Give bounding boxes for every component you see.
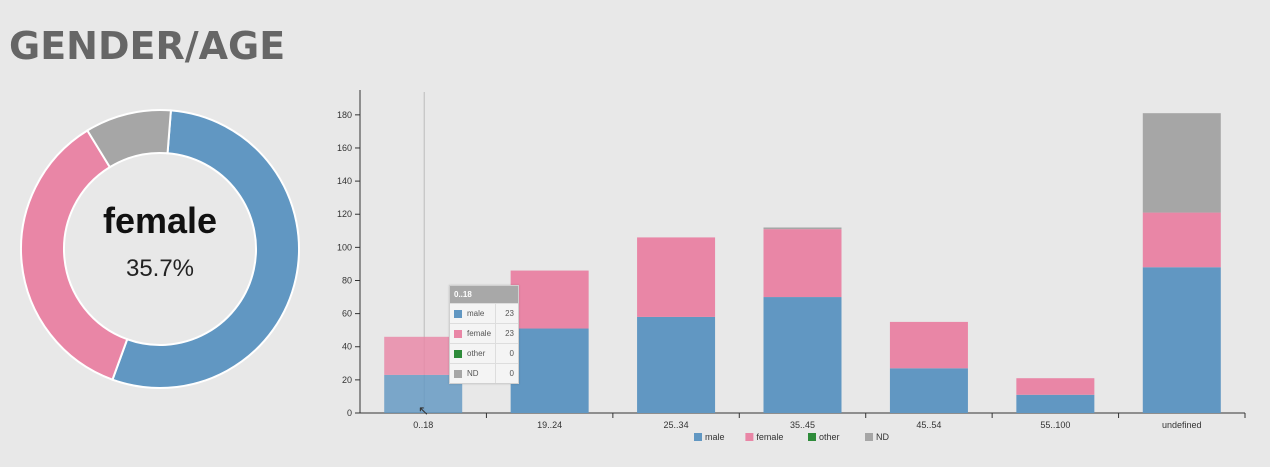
bar-male-3[interactable] bbox=[763, 297, 842, 413]
tooltip-value: 23 bbox=[495, 304, 518, 323]
tooltip-title: 0..18 bbox=[450, 286, 518, 303]
y-tick-label: 60 bbox=[342, 309, 352, 319]
donut-center-label: female bbox=[103, 200, 217, 241]
tooltip-label: male bbox=[467, 309, 485, 318]
legend-label-male[interactable]: male bbox=[705, 432, 725, 442]
legend-swatch-female bbox=[745, 433, 754, 441]
donut-slice-male[interactable] bbox=[111, 109, 300, 389]
y-tick-label: 80 bbox=[342, 275, 352, 285]
x-tick-label: 0..18 bbox=[413, 420, 433, 430]
bar-male-1[interactable] bbox=[510, 328, 589, 413]
bar-male-4[interactable] bbox=[889, 368, 968, 413]
tooltip-value: 0 bbox=[495, 344, 518, 363]
tooltip-row-other: other 0 bbox=[450, 343, 518, 363]
legend-swatch-other bbox=[808, 433, 816, 441]
legend-label-other[interactable]: other bbox=[819, 432, 840, 442]
page-title: GENDER/AGE bbox=[9, 24, 286, 68]
y-tick-label: 20 bbox=[342, 375, 352, 385]
tooltip-row-nd: ND 0 bbox=[450, 363, 518, 383]
tooltip-row-male: male 23 bbox=[450, 303, 518, 323]
bar-female-5[interactable] bbox=[1016, 378, 1095, 395]
legend-swatch-nd bbox=[865, 433, 873, 441]
x-tick-label: 35..45 bbox=[790, 420, 815, 430]
y-tick-label: 100 bbox=[337, 242, 352, 252]
tooltip-value: 0 bbox=[495, 364, 518, 383]
tooltip-swatch bbox=[454, 329, 462, 338]
tooltip-swatch bbox=[454, 349, 462, 358]
x-tick-label: 25..34 bbox=[664, 420, 689, 430]
y-tick-label: 40 bbox=[342, 342, 352, 352]
tooltip-swatch bbox=[454, 309, 462, 318]
y-tick-label: 180 bbox=[337, 110, 352, 120]
bar-nd-3[interactable] bbox=[763, 227, 842, 230]
mouse-cursor-icon: ↖ bbox=[418, 403, 429, 418]
bar-female-3[interactable] bbox=[763, 229, 842, 298]
legend-label-female[interactable]: female bbox=[756, 432, 783, 442]
chart-tooltip: 0..18 male 23 female 23 other 0 ND 0 bbox=[449, 285, 519, 384]
donut-slice-female[interactable] bbox=[20, 129, 129, 381]
y-tick-label: 160 bbox=[337, 143, 352, 153]
y-tick-label: 0 bbox=[347, 408, 352, 418]
tooltip-value: 23 bbox=[495, 324, 518, 343]
donut-slice-nd[interactable] bbox=[85, 109, 172, 169]
bar-male-2[interactable] bbox=[637, 316, 716, 413]
y-tick-label: 140 bbox=[337, 176, 352, 186]
x-tick-label: 45..54 bbox=[916, 420, 941, 430]
bar-female-6[interactable] bbox=[1142, 212, 1221, 268]
tooltip-row-female: female 23 bbox=[450, 323, 518, 343]
y-tick-label: 120 bbox=[337, 209, 352, 219]
tooltip-label: female bbox=[467, 329, 492, 338]
bar-nd-6[interactable] bbox=[1142, 113, 1221, 213]
x-tick-label: 55..100 bbox=[1040, 420, 1070, 430]
x-tick-label: undefined bbox=[1162, 420, 1202, 430]
tooltip-swatch bbox=[454, 369, 462, 378]
legend-swatch-male bbox=[694, 433, 702, 441]
legend-label-nd[interactable]: ND bbox=[876, 432, 889, 442]
donut-center-value: 35.7% bbox=[126, 255, 194, 282]
bar-female-2[interactable] bbox=[637, 237, 716, 317]
bar-male-5[interactable] bbox=[1016, 394, 1095, 413]
gender-donut-chart: female 35.7% bbox=[20, 109, 300, 389]
age-stacked-bar-chart: 0 20 40 60 80 100 120 140 160 180 0..18 19..24 25..3… bbox=[337, 90, 1246, 442]
tooltip-label: ND bbox=[467, 369, 479, 378]
bar-male-6[interactable] bbox=[1142, 267, 1221, 413]
tooltip-label: other bbox=[467, 349, 486, 358]
bar-female-1[interactable] bbox=[510, 270, 589, 329]
bar-female-4[interactable] bbox=[889, 321, 968, 369]
x-tick-label: 19..24 bbox=[537, 420, 562, 430]
